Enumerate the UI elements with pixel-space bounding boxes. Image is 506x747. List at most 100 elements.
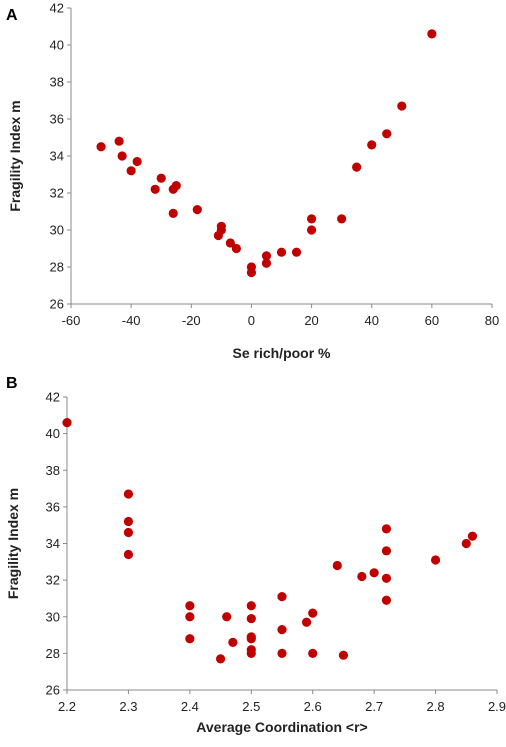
panel-b-chart: 26 28 30 32 34 36 38 40 42 2.2 2.3 2.4 2.5 2.6 2.7 2.8 2…	[5, 375, 506, 735]
data-point	[338, 650, 349, 660]
data-point	[123, 516, 134, 527]
y-tick-label: 34	[46, 536, 60, 551]
x-tick-label: 2.3	[119, 699, 137, 714]
data-point	[62, 418, 72, 428]
data-point	[381, 573, 392, 583]
x-tick-label: 80	[485, 313, 499, 328]
x-axis-title: Average Coordination <r>	[196, 719, 367, 735]
panel-a-chart: 26 28 30 32 34 36 38 40 42 -60 -40 -20 0 20 40 60 80 Se r…	[6, 1, 499, 362]
y-tick-label: 30	[50, 223, 64, 238]
data-point	[246, 648, 256, 658]
data-point	[430, 555, 441, 565]
data-point	[301, 617, 312, 627]
x-tick-label: -20	[182, 313, 201, 328]
data-point	[185, 612, 195, 622]
data-point	[150, 184, 160, 194]
data-point	[261, 251, 272, 261]
data-point	[381, 524, 392, 534]
y-tick-label: 38	[46, 463, 60, 478]
data-point	[215, 654, 226, 664]
data-point	[337, 214, 347, 224]
y-tick-label: 36	[46, 499, 60, 514]
data-point	[352, 162, 362, 172]
data-point	[427, 29, 437, 39]
y-tick-label: 32	[46, 573, 60, 588]
x-tick-label: 60	[425, 313, 439, 328]
x-tick-label: 2.4	[181, 699, 199, 714]
x-tick-label: 2.2	[58, 699, 76, 714]
data-point	[261, 258, 272, 268]
data-point	[308, 608, 318, 618]
data-point	[123, 489, 134, 499]
data-point	[231, 243, 241, 254]
data-point	[291, 247, 302, 257]
data-point	[114, 136, 124, 146]
x-tick-label: 2.9	[488, 699, 506, 714]
data-point	[228, 637, 238, 647]
data-point	[277, 624, 287, 635]
y-tick-label: 26	[50, 297, 64, 312]
data-point	[369, 568, 379, 578]
data-point	[382, 129, 392, 139]
y-tick-label: 28	[46, 646, 60, 661]
data-point	[367, 140, 377, 150]
x-tick-label: 20	[304, 313, 318, 328]
x-tick-label: 2.7	[365, 699, 383, 714]
data-point	[185, 634, 195, 644]
y-tick-label: 38	[50, 75, 64, 90]
data-point	[117, 151, 127, 161]
data-point	[467, 531, 478, 541]
y-tick-label: 36	[50, 112, 64, 127]
data-point	[308, 648, 318, 658]
y-tick-label: 42	[50, 1, 64, 16]
data-point	[192, 205, 202, 215]
x-tick-label: 2.5	[242, 699, 260, 714]
data-point	[168, 208, 178, 218]
data-point	[123, 549, 134, 560]
data-point	[277, 648, 287, 658]
data-point	[246, 267, 257, 278]
data-point	[461, 538, 471, 549]
data-point	[246, 601, 256, 611]
data-point	[397, 101, 407, 111]
y-tick-label: 40	[50, 38, 64, 53]
x-tick-label: -40	[122, 313, 141, 328]
data-point	[96, 142, 106, 152]
data-point	[306, 225, 317, 235]
data-point	[306, 214, 317, 224]
y-tick-label: 30	[46, 609, 60, 624]
data-point	[185, 601, 195, 611]
y-tick-label: 42	[46, 390, 60, 405]
data-point	[381, 595, 392, 605]
y-tick-label: 28	[50, 260, 64, 275]
panel-label: B	[6, 375, 18, 392]
data-point	[213, 230, 223, 241]
data-point	[276, 247, 287, 257]
y-axis-title: Fragility Index m	[5, 488, 21, 599]
data-point	[277, 592, 287, 602]
data-point	[381, 546, 392, 556]
data-point	[332, 560, 342, 571]
y-tick-label: 40	[46, 426, 60, 441]
x-tick-label: 40	[364, 313, 378, 328]
data-point	[126, 166, 136, 176]
x-tick-label: 2.8	[427, 699, 445, 714]
data-point	[171, 181, 181, 191]
y-tick-label: 34	[50, 149, 64, 164]
data-point	[246, 613, 256, 624]
y-tick-label: 32	[50, 186, 64, 201]
data-point	[123, 527, 134, 538]
data-point	[246, 634, 256, 644]
x-tick-label: -60	[62, 313, 81, 328]
data-point	[225, 238, 235, 248]
x-axis-title: Se rich/poor %	[232, 345, 331, 361]
y-tick-label: 26	[46, 683, 60, 698]
x-tick-label: 2.6	[304, 699, 322, 714]
data-point	[132, 156, 142, 167]
y-axis-title: Fragility Index m	[7, 100, 23, 211]
x-tick-label: 0	[248, 313, 255, 328]
data-point	[156, 173, 166, 183]
data-point	[357, 571, 367, 582]
data-point	[222, 612, 232, 622]
